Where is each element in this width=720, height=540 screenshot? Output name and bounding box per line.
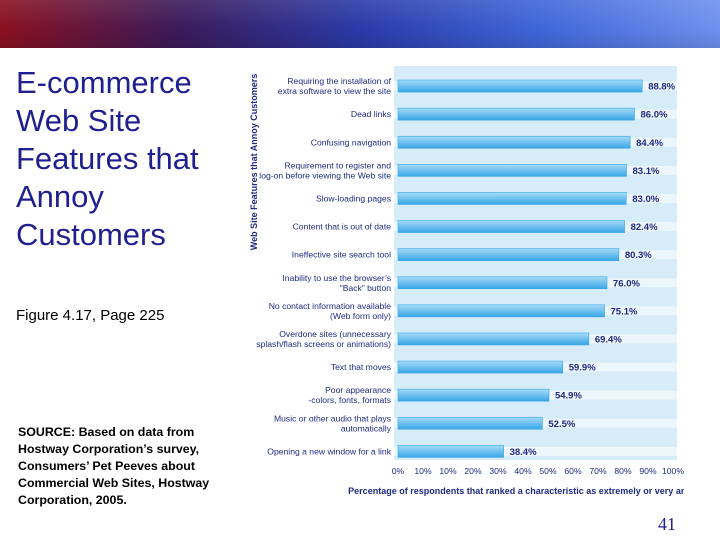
bar xyxy=(397,445,504,458)
bar-value-label: 52.5% xyxy=(548,419,575,430)
bar-value-label: 88.8% xyxy=(648,82,675,93)
bar xyxy=(397,416,543,430)
category-label: No contact information available (Web for… xyxy=(269,301,392,321)
category-label: Music or other audio that plays automatic… xyxy=(274,413,392,433)
bar xyxy=(397,388,550,402)
x-tick-label: 30% xyxy=(489,466,507,476)
source-note: SOURCE: Based on data from Hostway Corpo… xyxy=(18,425,210,507)
category-label: Confusing navigation xyxy=(311,137,391,147)
bar xyxy=(397,192,627,205)
bar xyxy=(397,332,590,346)
bar-value-label: 59.9% xyxy=(569,363,596,374)
x-tick-label: 70% xyxy=(589,466,607,476)
x-tick-label: 50% xyxy=(539,466,557,476)
category-labels: Requiring the installation of extra softw… xyxy=(256,76,391,456)
bar-value-label: 69.4% xyxy=(595,334,622,345)
y-axis-label: Web Site Features that Annoy Customers xyxy=(249,74,259,251)
bar-group: 88.8% 86.0% 84.4% 83.1% 83.0% 82.4% 80.3% 76.0%… xyxy=(397,79,676,458)
bar xyxy=(397,276,608,290)
x-tick-label: 10% xyxy=(439,466,457,476)
slide-title: E-commerce Web Site Features that Annoy … xyxy=(16,65,199,252)
bar xyxy=(397,304,605,318)
title-banner xyxy=(0,0,720,48)
bar xyxy=(397,79,643,93)
bar xyxy=(397,135,631,149)
x-tick-label: 90% xyxy=(639,466,657,476)
category-label: Opening a new window for a link xyxy=(267,446,391,456)
bar-value-label: 82.4% xyxy=(631,222,658,233)
bar-value-label: 83.1% xyxy=(633,166,660,177)
category-label: Requirement to register and log-on before… xyxy=(259,160,391,180)
bar-value-label: 38.4% xyxy=(510,447,537,458)
bar-value-label: 80.3% xyxy=(625,250,652,261)
category-label: Ineffective site search tool xyxy=(292,250,391,260)
x-tick-label: 60% xyxy=(564,466,582,476)
figure-reference: Figure 4.17, Page 225 xyxy=(16,307,165,324)
bar xyxy=(397,107,635,121)
category-label: Slow-loading pages xyxy=(316,193,391,203)
bar-value-label: 86.0% xyxy=(641,110,668,121)
bar-value-label: 83.0% xyxy=(632,194,659,205)
banner-shading xyxy=(0,0,720,48)
bar xyxy=(397,248,620,261)
category-label: Text that moves xyxy=(331,362,391,372)
category-label: Content that is out of date xyxy=(293,222,392,232)
x-axis-label: Percentage of respondents that ranked a … xyxy=(348,486,684,496)
category-label: Requiring the installation of extra softw… xyxy=(278,76,392,96)
bar-value-label: 84.4% xyxy=(636,138,663,149)
bar-value-label: 54.9% xyxy=(555,391,582,402)
x-tick-label: 80% xyxy=(614,466,632,476)
x-tick-label: 0% xyxy=(392,466,405,476)
x-tick-label: 20% xyxy=(464,466,482,476)
x-tick-label: 10% xyxy=(414,466,432,476)
category-label: Dead links xyxy=(351,109,391,119)
bar xyxy=(397,360,564,374)
x-tick-label: 40% xyxy=(514,466,532,476)
page-number: 41 xyxy=(658,514,676,534)
bar xyxy=(397,220,625,233)
bar xyxy=(397,164,627,177)
bar-chart: 88.8% 86.0% 84.4% 83.1% 83.0% 82.4% 80.3% 76.0%… xyxy=(249,66,684,496)
bar-value-label: 76.0% xyxy=(613,278,640,289)
x-tick-labels: 0% 10% 10% 20% 30% 40% 50% 60% 70% 80% 90% 100% xyxy=(392,466,684,476)
category-label: Poor appearance -colors, fonts, formats xyxy=(308,385,391,405)
category-label: Inability to use the browser’s “Back” but… xyxy=(282,273,391,293)
category-label: Overdone sites (unnecessary splash/flash … xyxy=(256,329,391,349)
x-tick-label: 100% xyxy=(662,466,684,476)
bar-value-label: 75.1% xyxy=(611,306,638,317)
